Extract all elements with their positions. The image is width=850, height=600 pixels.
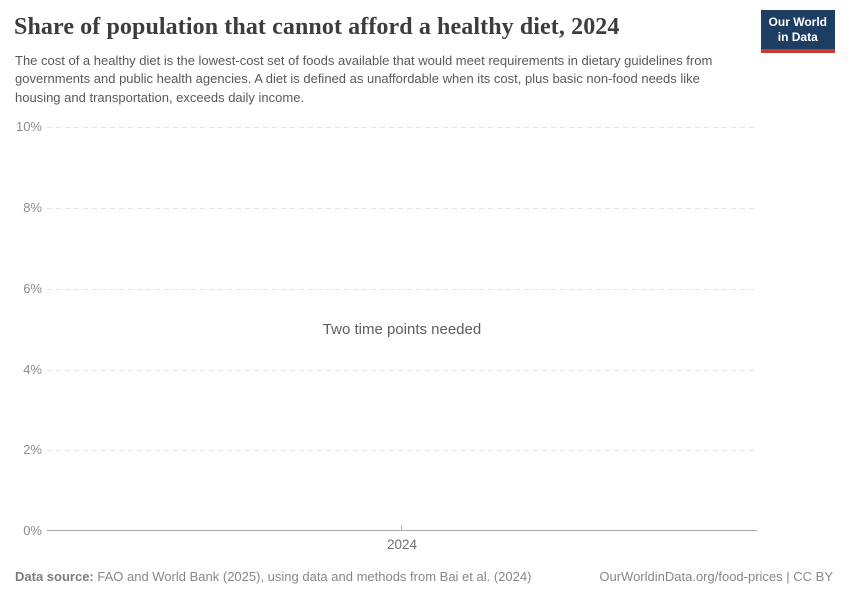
gridline: [47, 127, 757, 128]
y-tick-label: 8%: [23, 200, 42, 215]
owid-logo[interactable]: Our World in Data: [760, 10, 835, 53]
y-tick-label: 10%: [15, 119, 42, 134]
license-link[interactable]: OurWorldinData.org/food-prices | CC BY: [599, 569, 833, 584]
x-tick-mark: [401, 525, 402, 531]
y-tick-label: 2%: [23, 442, 42, 457]
chart-subtitle: The cost of a healthy diet is the lowest…: [15, 53, 713, 105]
data-source-text: FAO and World Bank (2025), using data an…: [97, 569, 532, 584]
empty-chart-message: Two time points needed: [322, 321, 482, 338]
y-tick-label: 6%: [23, 281, 42, 296]
gridline: [47, 450, 757, 451]
y-tick-label: 4%: [23, 362, 42, 377]
gridline: [47, 370, 757, 371]
x-tick-label: 2024: [386, 537, 418, 552]
gridline: [47, 289, 757, 290]
y-tick-label: 0%: [23, 523, 42, 538]
x-axis-line: [47, 530, 757, 531]
page-title: Share of population that cannot afford a…: [14, 14, 620, 40]
gridline: [47, 208, 757, 209]
owid-logo-line1: Our World: [768, 15, 827, 29]
data-source: Data source: FAO and World Bank (2025), …: [15, 569, 531, 584]
data-source-label: Data source:: [15, 569, 94, 584]
owid-logo-line2: in Data: [777, 30, 818, 44]
